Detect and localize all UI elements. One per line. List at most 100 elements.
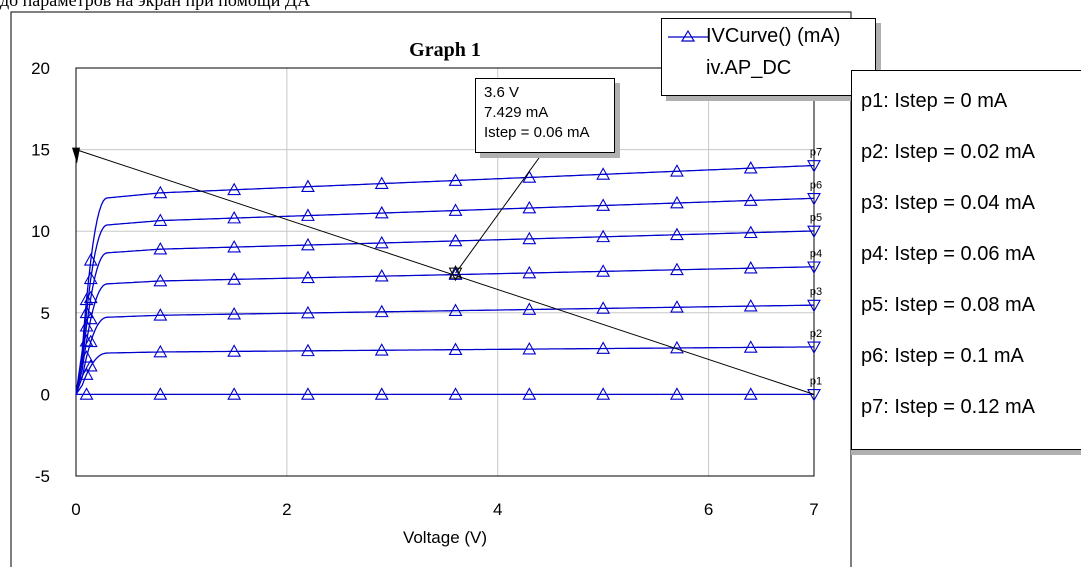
ticks-layer: -5 0 5 10 15 20 0 2 4 6 7 [31, 59, 819, 519]
data-marker [522, 200, 537, 214]
extras-layer [72, 147, 815, 395]
x-tick-label: 2 [282, 500, 291, 519]
data-marker [448, 342, 463, 356]
knee-marker [83, 334, 98, 348]
series-end-label: p6 [810, 179, 822, 191]
legend-analysis-name: iv.AP_DC [706, 57, 792, 79]
load-line [75, 149, 815, 395]
series-end-label: p4 [810, 248, 822, 260]
top-caption-text: до параметров на экран при помощи ДА [0, 0, 311, 10]
data-marker [670, 195, 684, 209]
end-marker [807, 341, 821, 355]
data-marker [596, 301, 611, 314]
data-marker [670, 300, 684, 313]
series-end-label: p1 [810, 375, 822, 387]
data-marker [301, 179, 315, 193]
data-marker [743, 161, 758, 174]
series-line-p6 [75, 197, 815, 395]
param-label-p6: p6: Istep = 0.1 mA [861, 345, 1024, 367]
param-label-p5: p5: Istep = 0.08 mA [861, 294, 1035, 316]
data-marker [596, 341, 611, 354]
series-end-label: p5 [810, 212, 822, 224]
data-marker [79, 292, 94, 306]
data-marker [153, 344, 168, 358]
data-marker [374, 304, 389, 318]
series-line-p7 [75, 164, 815, 395]
series-end-label: p7 [810, 147, 822, 159]
data-marker [153, 387, 168, 400]
y-tick-label: 10 [31, 222, 50, 241]
data-marker [301, 237, 315, 251]
data-marker [301, 208, 315, 221]
load-line-start-marker [72, 147, 80, 164]
knee-marker [83, 271, 98, 285]
data-marker [227, 272, 242, 285]
data-marker [743, 298, 758, 312]
end-marker [807, 389, 821, 402]
x-axis-label: Voltage (V) [403, 528, 487, 547]
data-marker [743, 193, 758, 206]
legend-series-name: IVCurve() (mA) [706, 25, 841, 47]
data-marker [448, 173, 463, 186]
data-marker [448, 303, 463, 317]
data-marker [153, 273, 168, 287]
data-marker [227, 182, 242, 196]
data-marker [448, 387, 463, 400]
chart-title: Graph 1 [409, 39, 481, 61]
param-label-p7: p7: Istep = 0.12 mA [861, 396, 1035, 418]
end-marker [807, 160, 821, 173]
series-line-p4 [75, 266, 815, 395]
data-marker [374, 176, 389, 189]
annotation-current: 7.429 mA [484, 104, 549, 121]
data-marker [227, 210, 242, 224]
param-label-p4: p4: Istep = 0.06 mA [861, 243, 1035, 265]
data-marker [374, 387, 389, 400]
series-end-label: p3 [810, 286, 822, 298]
param-label-p3: p3: Istep = 0.04 mA [861, 192, 1035, 214]
data-marker [301, 387, 315, 400]
data-marker [743, 340, 758, 353]
end-marker [807, 261, 821, 274]
data-marker [670, 387, 684, 400]
series-end-label: p2 [810, 328, 822, 340]
data-marker [374, 343, 389, 356]
parameter-labels-panel: p1: Istep = 0 mA p2: Istep = 0.02 mA p3:… [851, 70, 1081, 450]
data-marker [227, 306, 242, 320]
series-line-p2 [75, 346, 814, 395]
knee-marker [83, 359, 98, 372]
data-marker [301, 343, 315, 357]
data-marker [301, 270, 315, 284]
data-marker [374, 235, 389, 249]
data-marker [227, 387, 242, 400]
end-marker [807, 192, 821, 206]
x-tick-label: 0 [71, 500, 80, 519]
operating-point-marker-up [448, 265, 463, 279]
legend-marker-icon [668, 29, 708, 42]
operating-point-annotation: 3.6 V 7.429 mA Istep = 0.06 mA [475, 78, 615, 153]
param-label-p1: p1: Istep = 0 mA [861, 90, 1008, 112]
data-marker [374, 269, 389, 282]
data-marker [670, 227, 684, 241]
x-tick-label: 4 [493, 500, 502, 519]
param-label-p2: p2: Istep = 0.02 mA [861, 141, 1035, 163]
data-marker [153, 308, 168, 321]
operating-point-marker-down [448, 267, 463, 282]
y-tick-label: 0 [41, 385, 50, 404]
series-layer: p1 p2 p3 p4 p5 p6 p7 [75, 147, 822, 402]
data-marker [670, 340, 684, 354]
y-tick-label: 20 [31, 59, 50, 78]
data-marker [79, 387, 94, 400]
data-marker [227, 239, 242, 253]
data-marker [522, 265, 537, 279]
x-tick-label: 6 [704, 500, 713, 519]
series-line-p3 [75, 304, 815, 395]
data-marker [153, 213, 168, 226]
y-tick-label: -5 [35, 467, 50, 486]
data-marker [522, 170, 537, 183]
y-tick-label: 5 [41, 304, 50, 323]
data-marker [670, 164, 684, 177]
chart-legend: IVCurve() (mA) iv.AP_DC [661, 18, 876, 96]
data-marker [374, 205, 389, 219]
data-marker [153, 242, 168, 255]
